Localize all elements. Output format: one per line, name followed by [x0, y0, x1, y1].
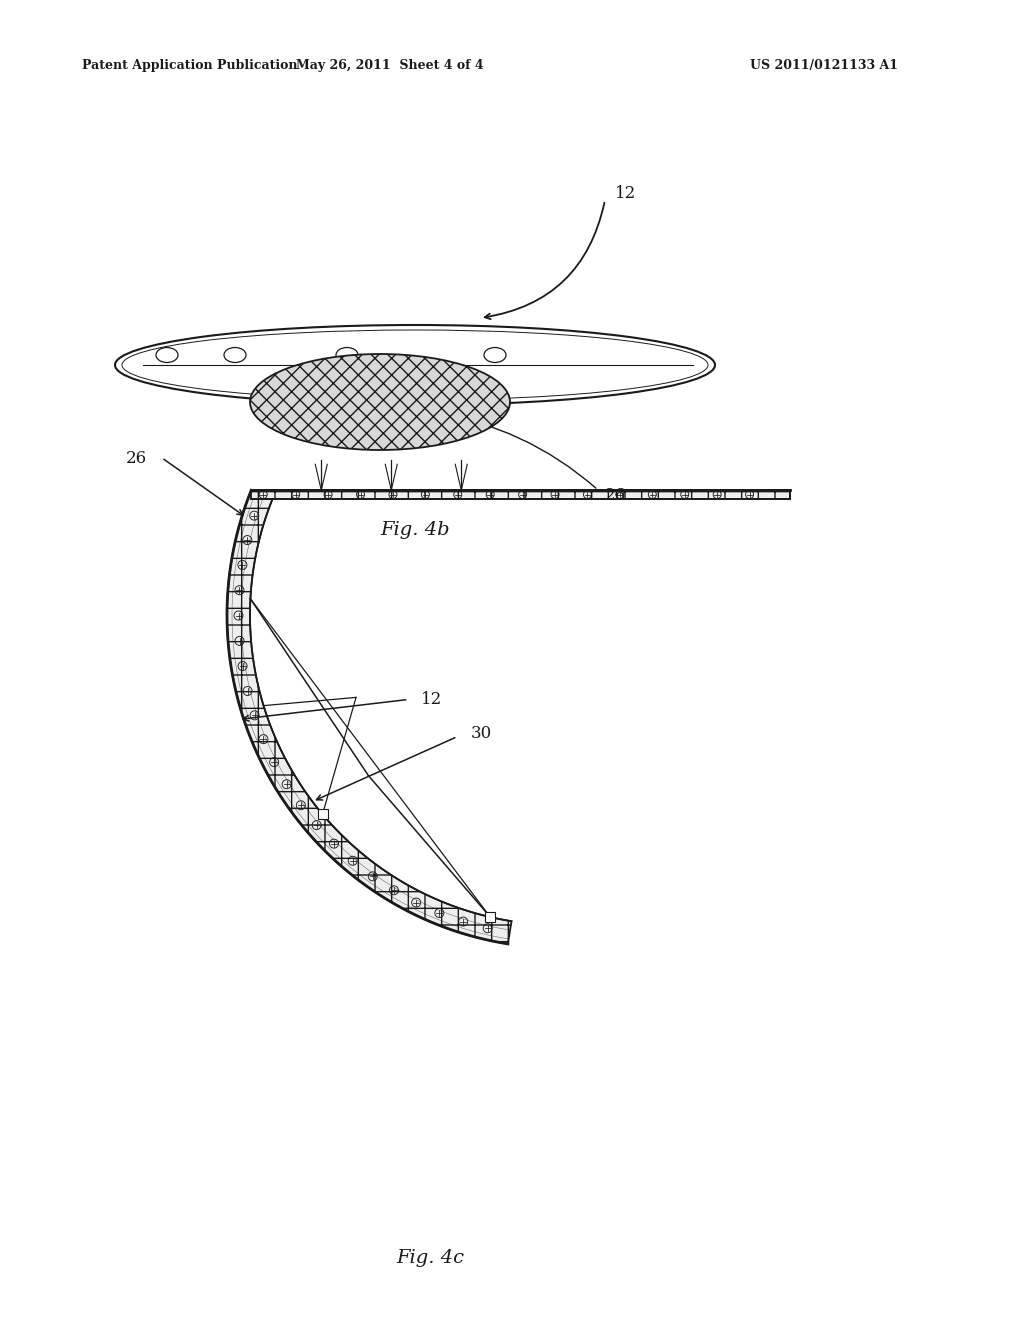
Ellipse shape — [224, 347, 246, 363]
Text: Fig. 4b: Fig. 4b — [380, 521, 450, 539]
Bar — [485, 912, 496, 923]
Text: US 2011/0121133 A1: US 2011/0121133 A1 — [750, 58, 898, 71]
Ellipse shape — [336, 347, 358, 363]
Text: 26: 26 — [605, 487, 626, 504]
Bar — [317, 809, 328, 820]
Text: 26: 26 — [125, 450, 146, 467]
Text: 30: 30 — [470, 725, 492, 742]
Text: 12: 12 — [421, 690, 441, 708]
Ellipse shape — [156, 347, 178, 363]
Ellipse shape — [115, 325, 715, 405]
Polygon shape — [251, 490, 790, 499]
Text: May 26, 2011  Sheet 4 of 4: May 26, 2011 Sheet 4 of 4 — [296, 58, 483, 71]
Text: Fig. 4c: Fig. 4c — [396, 1249, 464, 1267]
Ellipse shape — [484, 347, 506, 363]
Ellipse shape — [250, 354, 510, 450]
Text: 12: 12 — [615, 185, 636, 202]
Polygon shape — [227, 490, 512, 944]
Text: Patent Application Publication: Patent Application Publication — [82, 58, 298, 71]
